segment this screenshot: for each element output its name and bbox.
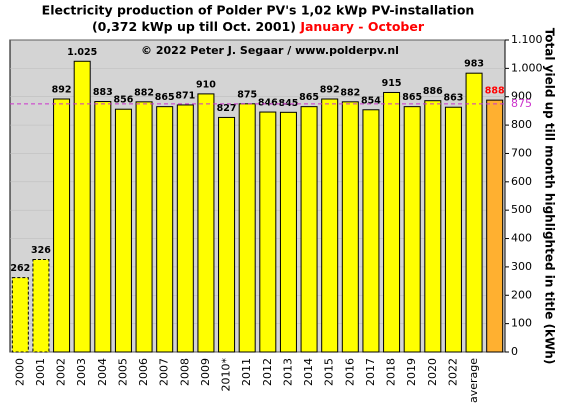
x-tick-label: 2007 [158, 358, 171, 386]
subtitle-highlight: January - October [299, 19, 425, 34]
reference-label: 875 [511, 97, 532, 110]
x-tick-label: 2019 [405, 358, 418, 386]
bar [135, 101, 153, 353]
value-label: 875 [237, 89, 257, 100]
x-tick-label: 2004 [96, 358, 109, 386]
y-tick-label: 800 [511, 118, 532, 131]
bar [156, 106, 174, 353]
bar [197, 93, 215, 353]
value-label: 892 [320, 84, 340, 95]
x-tick-label: 2001 [34, 358, 47, 386]
bar [341, 101, 359, 353]
bar [362, 109, 380, 353]
value-label: 846 [258, 98, 278, 109]
x-tick-label: 2020 [426, 358, 439, 386]
x-tick-label: 2006 [137, 358, 150, 386]
value-label: 863 [444, 93, 464, 104]
annotation: © 2022 Peter J. Segaar / www.polderpv.nl [141, 44, 399, 57]
bar [424, 100, 442, 353]
bar [32, 259, 50, 353]
value-label: 326 [31, 245, 51, 256]
value-label: 886 [423, 86, 443, 97]
chart-subtitle: (0,372 kWp up till Oct. 2001) January - … [92, 19, 425, 34]
bar [486, 99, 504, 353]
y-tick-label: 100 [511, 317, 532, 330]
value-label: 865 [299, 92, 319, 103]
value-label: 865 [155, 92, 175, 103]
bar [11, 277, 29, 353]
bar [114, 108, 132, 353]
value-label: 856 [114, 95, 134, 106]
x-tick-label: 2014 [302, 358, 315, 386]
value-label: 1.025 [67, 47, 97, 58]
x-tick-label: 2013 [281, 358, 294, 386]
x-tick-label: 2005 [116, 358, 129, 386]
bar [53, 98, 71, 353]
y-tick-label: 500 [511, 203, 532, 216]
x-tick-label: 2017 [364, 358, 377, 386]
value-label: 827 [217, 103, 237, 114]
y-tick-label: 400 [511, 232, 532, 245]
x-tick-label: 2003 [75, 358, 88, 386]
value-label: 888 [485, 86, 505, 97]
value-label: 915 [382, 78, 402, 89]
value-label: 845 [279, 98, 299, 109]
bar [238, 103, 256, 353]
bar [259, 111, 277, 353]
bar [94, 101, 112, 353]
x-tick-label: 2018 [385, 358, 398, 386]
value-label: 882 [340, 87, 360, 98]
x-tick-label: 2011 [240, 358, 253, 386]
y-tick-label: 1.100 [511, 33, 543, 46]
bar [444, 106, 462, 353]
value-label: 882 [134, 87, 154, 98]
bar [218, 116, 236, 353]
value-label: 865 [402, 92, 422, 103]
chart-title: Electricity production of Polder PV's 1,… [42, 3, 475, 18]
bar [300, 106, 318, 353]
bar [73, 60, 91, 353]
x-tick-label: 2002 [55, 358, 68, 386]
x-tick-label: 2010* [220, 358, 233, 392]
x-tick-label: 2008 [178, 358, 191, 386]
bar [383, 91, 401, 353]
y-tick-label: 900 [511, 90, 532, 103]
value-label: 892 [52, 84, 72, 95]
y-tick-label: 0 [511, 345, 518, 358]
y-tick-label: 1.000 [511, 61, 543, 74]
x-tick-label: 2016 [343, 358, 356, 386]
bar [176, 104, 194, 353]
plot-area [9, 39, 506, 353]
y-tick-label: 200 [511, 288, 532, 301]
bar [403, 106, 421, 353]
value-label: 871 [175, 90, 195, 101]
x-tick-label: 2000 [13, 358, 26, 386]
value-label: 262 [10, 263, 30, 274]
value-label: 910 [196, 79, 216, 90]
y-tick-label: 300 [511, 260, 532, 273]
y-tick-label: 700 [511, 146, 532, 159]
x-tick-label: 2009 [199, 358, 212, 386]
y-axis-label: Total yield up till month highlighted in… [543, 28, 557, 365]
y-tick-label: 600 [511, 175, 532, 188]
x-tick-label: 2015 [323, 358, 336, 386]
value-label: 883 [93, 87, 113, 98]
bar [465, 72, 483, 353]
value-label: 854 [361, 95, 381, 106]
x-tick-label: 2022 [446, 358, 459, 386]
bar [279, 111, 297, 353]
x-tick-label: 2012 [261, 358, 274, 386]
x-tick-label: average [467, 358, 480, 403]
subtitle: (0,372 kWp up till Oct. 2001) [92, 19, 296, 34]
value-label: 983 [464, 59, 484, 70]
bar [321, 98, 339, 353]
